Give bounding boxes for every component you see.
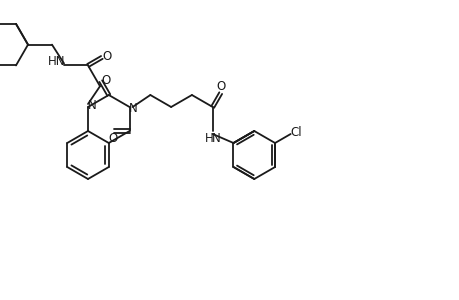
- Text: H: H: [205, 131, 213, 145]
- Text: N: N: [87, 98, 96, 112]
- Text: O: O: [102, 50, 111, 63]
- Text: O: O: [101, 74, 110, 87]
- Text: N: N: [212, 131, 221, 145]
- Text: O: O: [216, 80, 225, 93]
- Text: N: N: [129, 101, 138, 115]
- Text: Cl: Cl: [290, 125, 302, 139]
- Text: O: O: [108, 131, 117, 145]
- Text: HN: HN: [48, 55, 66, 68]
